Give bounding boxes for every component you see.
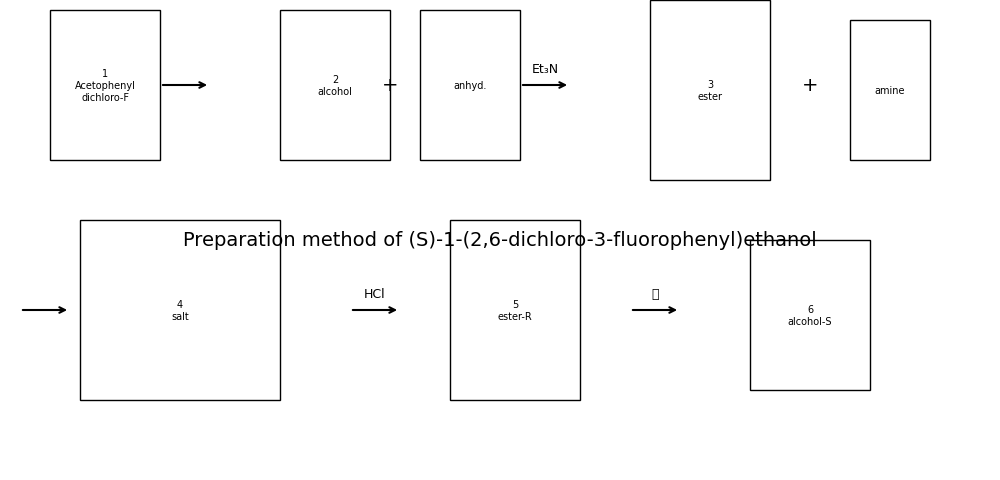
- Text: Preparation method of (S)-1-(2,6-dichloro-3-fluorophenyl)ethanol: Preparation method of (S)-1-(2,6-dichlor…: [183, 231, 817, 250]
- Text: 3
ester: 3 ester: [698, 80, 722, 102]
- Text: 1
Acetophenyl
dichloro-F: 1 Acetophenyl dichloro-F: [75, 69, 135, 102]
- Text: Et₃N: Et₃N: [531, 63, 559, 76]
- Text: 5
ester-R: 5 ester-R: [498, 300, 532, 321]
- FancyBboxPatch shape: [420, 11, 520, 161]
- FancyBboxPatch shape: [450, 220, 580, 400]
- Text: anhyd.: anhyd.: [453, 81, 487, 91]
- FancyBboxPatch shape: [650, 1, 770, 180]
- Text: 4
salt: 4 salt: [171, 300, 189, 321]
- Text: amine: amine: [875, 86, 905, 96]
- Text: 6
alcohol-S: 6 alcohol-S: [788, 305, 832, 326]
- FancyBboxPatch shape: [850, 21, 930, 161]
- Text: +: +: [382, 76, 398, 96]
- Text: HCl: HCl: [364, 288, 386, 300]
- FancyBboxPatch shape: [750, 240, 870, 390]
- Text: 碱: 碱: [651, 288, 659, 300]
- FancyBboxPatch shape: [280, 11, 390, 161]
- Text: 2
alcohol: 2 alcohol: [318, 75, 352, 96]
- Text: +: +: [802, 76, 818, 96]
- FancyBboxPatch shape: [80, 220, 280, 400]
- FancyBboxPatch shape: [50, 11, 160, 161]
